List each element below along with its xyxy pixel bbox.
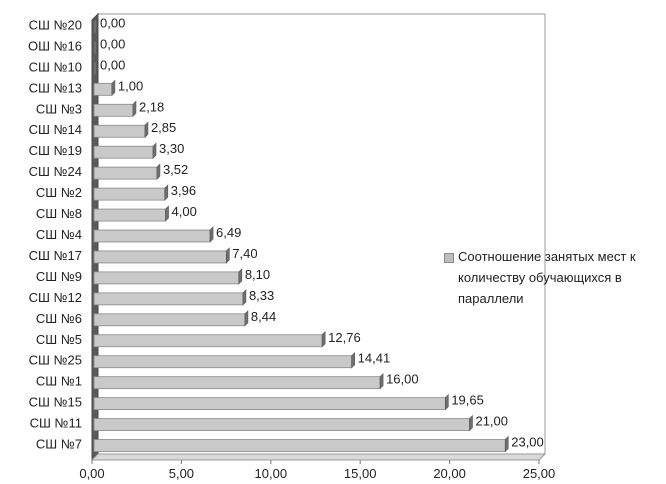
bar	[93, 250, 227, 264]
data-label: 8,10	[245, 267, 270, 282]
data-label: 8,44	[251, 309, 276, 324]
bar-end	[156, 163, 161, 180]
x-tick-label: 0,00	[79, 466, 104, 481]
y-tick-label: СШ №12	[29, 290, 82, 305]
data-label: 6,49	[216, 225, 241, 240]
bar	[93, 187, 166, 201]
bar-end	[226, 247, 230, 264]
x-tick-label: 25,00	[523, 466, 556, 481]
y-tick-label: СШ №5	[36, 332, 82, 347]
y-tick-label: СШ №15	[29, 395, 82, 410]
y-tick-label: СШ №9	[36, 269, 82, 284]
y-tick-label: СШ №10	[29, 59, 82, 74]
data-label: 23,00	[511, 435, 544, 450]
y-tick-label: СШ №25	[29, 353, 82, 368]
tick-labels: 0,00 5,00 10,00 15,00 20,00 25,00 СШ №20 ОШ №16…	[28, 17, 555, 481]
bar-end	[111, 79, 116, 97]
y-tick-label: ОШ №16	[28, 38, 82, 53]
data-label: 0,00	[100, 36, 125, 51]
y-tick-label: СШ №2	[36, 185, 82, 200]
bar-end	[244, 310, 249, 327]
floor	[90, 453, 547, 461]
bar	[93, 145, 154, 159]
bar-end	[469, 414, 473, 432]
legend: Соотношение занятых мест к количеству об…	[444, 246, 662, 309]
x-tick-label: 15,00	[344, 466, 377, 481]
y-tick-label: СШ №20	[29, 17, 82, 32]
bar	[93, 313, 246, 327]
data-labels: 0,00 0,00 0,00 1,00 2,18 2,85 3,30 3,52 3,96 4,00…	[100, 15, 544, 449]
bar	[93, 376, 381, 390]
bar-end	[445, 393, 449, 411]
x-tick-label: 5,00	[169, 466, 194, 481]
data-label: 0,00	[100, 57, 125, 72]
bar	[94, 41, 96, 54]
data-label: 1,00	[118, 78, 143, 93]
y-tick-label: СШ №6	[36, 311, 82, 326]
data-label: 8,33	[249, 288, 274, 303]
bar-end	[504, 435, 509, 453]
bar	[93, 439, 506, 452]
bar-end	[144, 121, 149, 138]
bar	[93, 82, 113, 96]
bar-end	[379, 372, 384, 390]
data-label: 2,18	[139, 99, 164, 114]
bar-end	[238, 268, 243, 285]
data-label: 12,76	[328, 330, 361, 345]
y-tick-label: СШ №8	[36, 206, 82, 221]
legend-label: Соотношение занятых мест к количеству об…	[458, 249, 636, 306]
data-label: 3,96	[171, 183, 196, 198]
data-label: 4,00	[172, 204, 197, 219]
bar-end	[132, 100, 137, 118]
bar	[93, 208, 166, 222]
bar-end	[165, 205, 169, 222]
bar	[93, 103, 134, 117]
data-label: 14,41	[358, 351, 391, 366]
data-label: 16,00	[386, 372, 419, 387]
data-label: 7,40	[232, 246, 257, 261]
bar	[93, 397, 446, 411]
data-label: 2,85	[151, 120, 176, 135]
bar-end	[209, 226, 214, 243]
bar	[93, 355, 353, 369]
bar-end	[164, 184, 169, 201]
y-tick-label: СШ №13	[29, 80, 82, 95]
bar-end	[351, 351, 355, 369]
y-tick-label: СШ №11	[30, 416, 82, 431]
legend-swatch	[444, 253, 454, 263]
y-tick-label: СШ №7	[36, 437, 82, 452]
bar-end	[152, 142, 157, 159]
y-tick-label: СШ №14	[29, 122, 82, 137]
y-tick-label: СШ №17	[29, 248, 82, 263]
x-tick-label: 20,00	[433, 466, 466, 481]
bar	[93, 229, 211, 243]
data-label: 3,52	[163, 162, 188, 177]
bar	[93, 292, 244, 306]
bars	[93, 20, 509, 453]
bar	[93, 124, 146, 138]
bar	[94, 62, 96, 75]
bar	[93, 271, 240, 285]
bar	[94, 20, 96, 33]
y-tick-label: СШ №1	[36, 374, 82, 389]
bar-end	[321, 331, 326, 348]
bar	[93, 334, 323, 348]
bar	[93, 166, 158, 180]
y-tick-label: СШ №24	[29, 164, 82, 179]
data-label: 19,65	[451, 393, 484, 408]
y-tick-label: СШ №4	[36, 227, 82, 242]
data-label: 0,00	[100, 15, 125, 30]
data-label: 3,30	[159, 141, 184, 156]
y-tick-label: СШ №19	[29, 143, 82, 158]
bar	[93, 418, 470, 431]
x-tick-label: 10,00	[255, 466, 288, 481]
data-label: 21,00	[475, 414, 508, 429]
bar-end	[242, 289, 247, 306]
y-tick-label: СШ №3	[36, 101, 82, 116]
